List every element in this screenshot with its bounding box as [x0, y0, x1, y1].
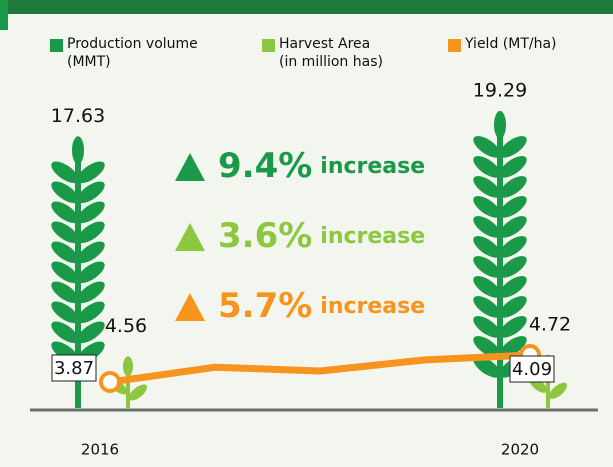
- legend-swatch: [448, 39, 461, 52]
- change-value: 3.6%: [218, 216, 312, 256]
- value-label: 3.87: [54, 358, 94, 379]
- stem: [497, 123, 503, 408]
- change-suffix: increase: [320, 294, 425, 319]
- grain: [72, 136, 84, 164]
- change-value: 5.7%: [218, 286, 312, 326]
- change-value: 9.4%: [218, 146, 312, 186]
- value-label: 4.09: [512, 359, 552, 380]
- change-text: 5.7% increase: [218, 286, 425, 326]
- yield-line: [110, 355, 530, 382]
- legend-swatch: [262, 39, 275, 52]
- change-suffix: increase: [320, 224, 425, 249]
- value-label: 4.56: [105, 315, 147, 337]
- up-triangle: [175, 223, 205, 251]
- header-accent: [0, 0, 8, 30]
- change-text: 3.6% increase: [218, 216, 425, 256]
- change-text: 9.4% increase: [218, 146, 425, 186]
- leaf: [123, 356, 133, 376]
- infographic: 2016 2020 17.63 19.29 4.56 4.72 3.87 4.09 9.4% in…: [0, 0, 613, 467]
- x-tick-label: 2016: [81, 441, 119, 459]
- x-tick-label: 2020: [501, 441, 539, 459]
- up-triangle: [175, 153, 205, 181]
- legend-label: Yield (MT/ha): [465, 35, 557, 53]
- yield-point: [101, 373, 119, 391]
- value-label: 4.72: [529, 313, 571, 335]
- legend-label: Harvest Area (in million has): [279, 35, 383, 71]
- header-band: [0, 0, 613, 14]
- change-suffix: increase: [320, 154, 425, 179]
- value-label: 19.29: [473, 79, 527, 101]
- legend-label: Production volume (MMT): [67, 35, 198, 71]
- value-label: 17.63: [51, 105, 105, 127]
- legend-swatch: [50, 39, 63, 52]
- grain: [494, 111, 506, 139]
- up-triangle: [175, 293, 205, 321]
